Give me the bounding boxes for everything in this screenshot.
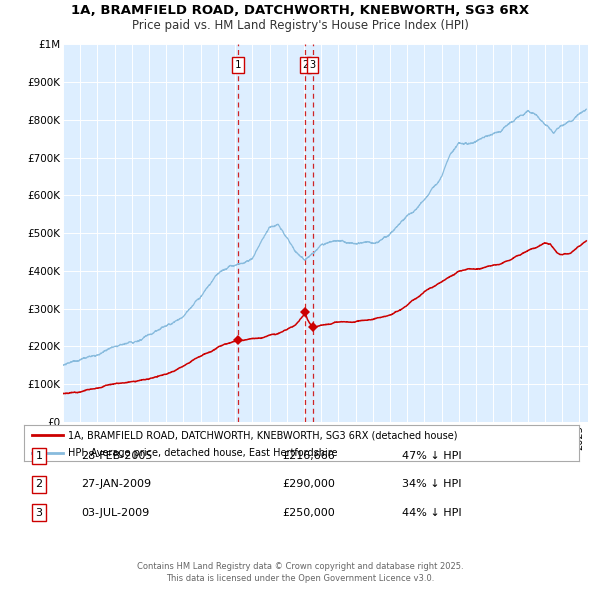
Text: £216,666: £216,666 [282,451,335,461]
Text: 1A, BRAMFIELD ROAD, DATCHWORTH, KNEBWORTH, SG3 6RX: 1A, BRAMFIELD ROAD, DATCHWORTH, KNEBWORT… [71,4,529,17]
Text: 2: 2 [35,480,43,489]
Text: 47% ↓ HPI: 47% ↓ HPI [402,451,461,461]
Text: Price paid vs. HM Land Registry's House Price Index (HPI): Price paid vs. HM Land Registry's House … [131,19,469,32]
Text: £250,000: £250,000 [282,508,335,517]
Text: £290,000: £290,000 [282,480,335,489]
Text: 28-FEB-2005: 28-FEB-2005 [81,451,152,461]
Text: 1: 1 [235,60,241,70]
Text: Contains HM Land Registry data © Crown copyright and database right 2025.
This d: Contains HM Land Registry data © Crown c… [137,562,463,583]
Text: 3: 3 [310,60,316,70]
Text: 1: 1 [35,451,43,461]
Text: 2: 2 [302,60,308,70]
Text: 34% ↓ HPI: 34% ↓ HPI [402,480,461,489]
Text: 3: 3 [35,508,43,517]
Text: HPI: Average price, detached house, East Hertfordshire: HPI: Average price, detached house, East… [68,448,338,458]
Text: 44% ↓ HPI: 44% ↓ HPI [402,508,461,517]
Text: 1A, BRAMFIELD ROAD, DATCHWORTH, KNEBWORTH, SG3 6RX (detached house): 1A, BRAMFIELD ROAD, DATCHWORTH, KNEBWORT… [68,430,458,440]
Text: 27-JAN-2009: 27-JAN-2009 [81,480,151,489]
Text: 03-JUL-2009: 03-JUL-2009 [81,508,149,517]
